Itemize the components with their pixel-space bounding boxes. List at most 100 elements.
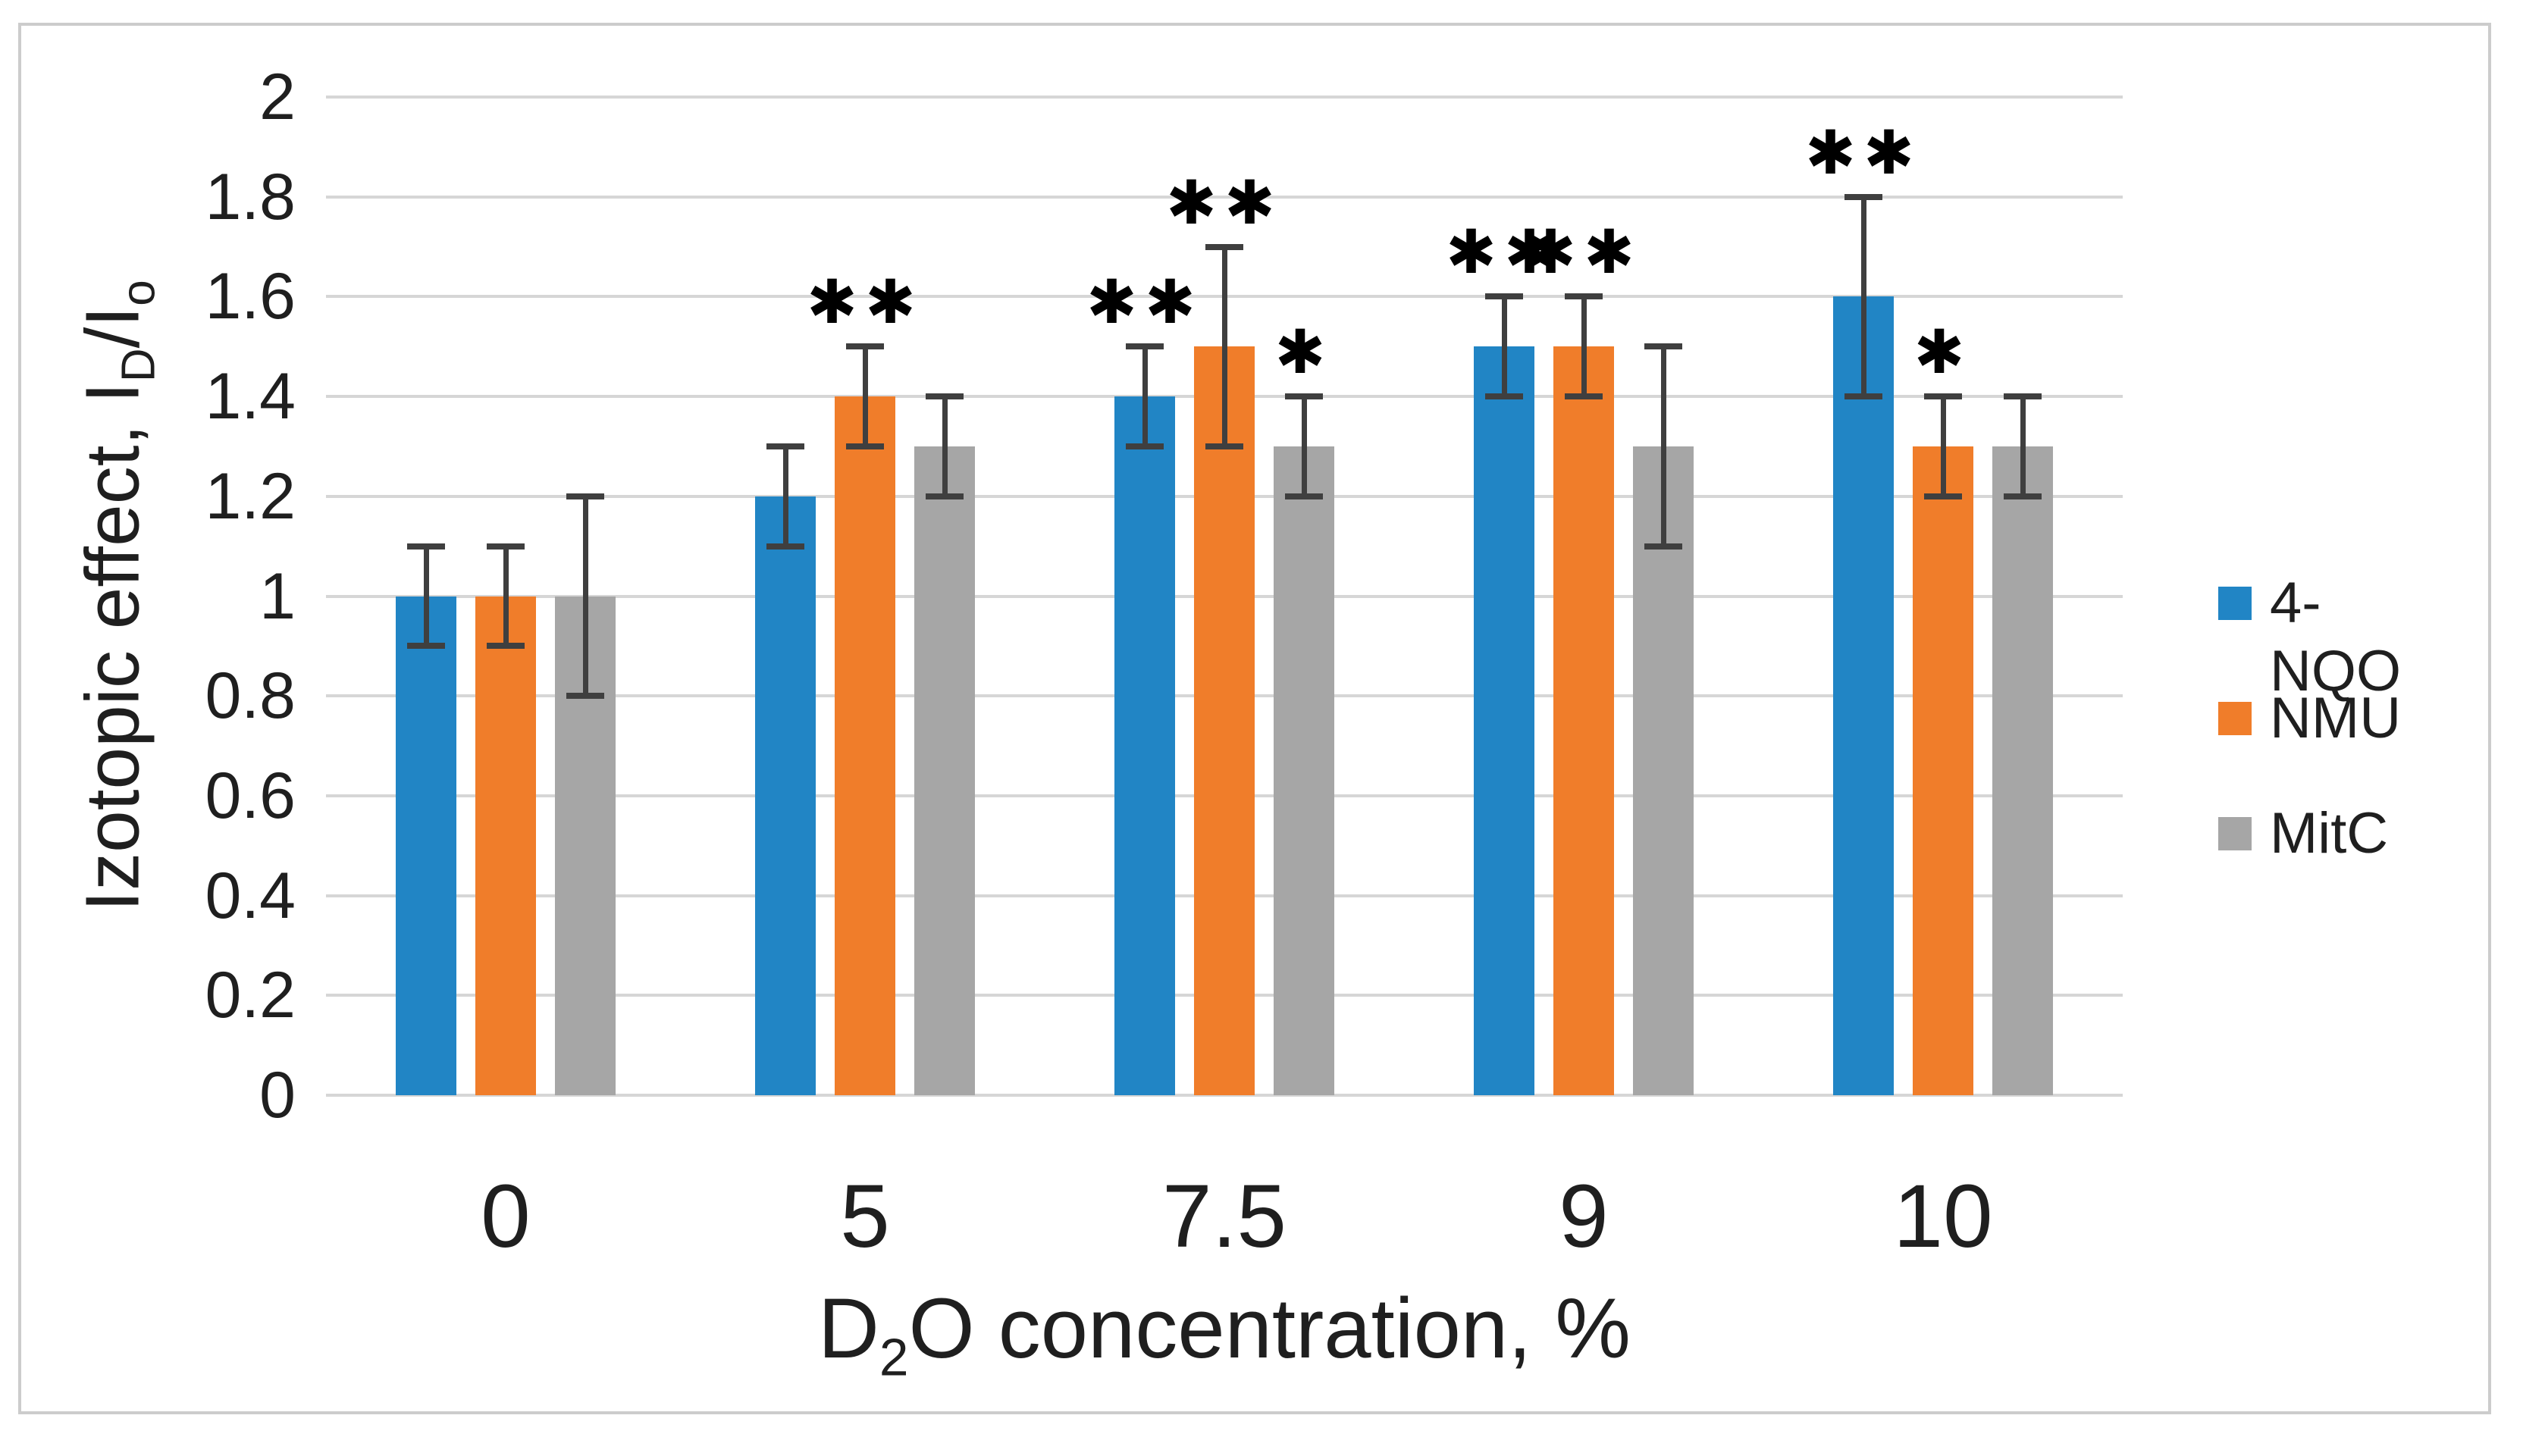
legend-swatch	[2218, 587, 2252, 620]
error-bar-cap	[566, 693, 604, 700]
bar	[1274, 446, 1334, 1095]
error-bar-cap	[407, 543, 445, 550]
y-tick-label: 1.6	[205, 260, 296, 333]
axis-title-subscript: o	[112, 280, 165, 306]
error-bar-cap	[407, 643, 445, 650]
bar	[914, 446, 975, 1095]
error-bar-cap	[1285, 493, 1323, 499]
x-axis-title: D2O concentration, %	[326, 1279, 2123, 1387]
bar	[1633, 446, 1694, 1095]
error-bar	[424, 546, 429, 647]
error-bar-cap	[1844, 193, 1882, 200]
error-bar-cap	[846, 443, 884, 449]
significance-marker: ✱✱	[1445, 218, 1563, 287]
y-tick-label: 0.4	[205, 859, 296, 932]
error-bar	[503, 546, 509, 647]
error-bar-cap	[926, 393, 964, 400]
bar	[396, 596, 456, 1095]
error-bar	[1661, 346, 1666, 546]
error-bar	[1581, 296, 1587, 397]
bar	[1114, 396, 1175, 1095]
y-tick-label: 0.6	[205, 759, 296, 832]
y-tick-label: 0.2	[205, 959, 296, 1032]
y-tick-label: 2	[259, 61, 296, 133]
legend-swatch	[2218, 817, 2252, 850]
axis-title-text: /I	[70, 305, 155, 349]
error-bar-cap	[1924, 493, 1962, 499]
significance-marker: ✱✱	[1086, 268, 1204, 337]
error-bar-cap	[1644, 543, 1682, 550]
error-bar-cap	[1924, 393, 1962, 400]
y-tick-label: 1.2	[205, 459, 296, 533]
bar	[475, 596, 536, 1095]
axis-title-subscript: 2	[879, 1327, 909, 1387]
error-bar	[1861, 196, 1866, 397]
error-bar	[942, 396, 948, 496]
y-tick-label: 1	[259, 559, 296, 633]
error-bar	[2020, 396, 2026, 496]
error-bar	[1222, 246, 1227, 446]
significance-marker: ✱	[1274, 318, 1334, 387]
significance-marker: ✱✱	[1165, 168, 1283, 236]
legend-swatch	[2218, 702, 2252, 735]
error-bar-cap	[1285, 393, 1323, 400]
error-bar-cap	[1205, 443, 1243, 449]
bar	[1833, 296, 1894, 1095]
error-bar-cap	[1485, 293, 1523, 300]
error-bar-cap	[1126, 443, 1164, 449]
error-bar-cap	[1485, 393, 1523, 400]
y-tick-label: 0.8	[205, 659, 296, 733]
x-tick-label: 0	[481, 1166, 531, 1267]
error-bar-cap	[1565, 293, 1603, 300]
x-tick-label: 5	[840, 1166, 890, 1267]
x-tick-label: 10	[1893, 1166, 1993, 1267]
legend-label: MitC	[2270, 801, 2389, 866]
bar	[1474, 346, 1534, 1095]
axis-title-text: Izotopic effect, I	[70, 382, 155, 912]
error-bar	[783, 446, 788, 546]
gridline	[326, 195, 2123, 199]
y-tick-label: 1.4	[205, 360, 296, 434]
bar	[1913, 446, 1973, 1095]
y-tick-label: 1.8	[205, 160, 296, 233]
error-bar	[1502, 296, 1507, 397]
error-bar-cap	[2004, 393, 2042, 400]
axis-title-subscript: D	[112, 348, 165, 383]
bar	[755, 496, 816, 1095]
error-bar	[583, 496, 588, 697]
error-bar-cap	[1126, 343, 1164, 350]
axis-title-text: D	[817, 1281, 879, 1376]
error-bar-cap	[766, 443, 804, 449]
error-bar-cap	[2004, 493, 2042, 499]
x-tick-label: 7.5	[1161, 1166, 1287, 1267]
error-bar-cap	[566, 493, 604, 499]
y-tick-label: 0	[259, 1059, 296, 1132]
error-bar-cap	[1844, 393, 1882, 400]
legend-label: NMU	[2270, 686, 2402, 750]
significance-marker: ✱✱	[1525, 218, 1643, 287]
gridline	[326, 96, 2123, 99]
significance-marker: ✱✱	[1804, 118, 1923, 186]
bar	[835, 396, 895, 1095]
significance-marker: ✱	[1913, 318, 1973, 387]
error-bar	[1302, 396, 1307, 496]
error-bar	[1142, 346, 1148, 446]
error-bar-cap	[1644, 343, 1682, 350]
error-bar-cap	[846, 343, 884, 350]
legend-label: 4-NQO	[2270, 571, 2402, 703]
y-axis-title: Izotopic effect, ID/Io	[70, 280, 166, 911]
axis-title-text: O concentration, %	[908, 1281, 1631, 1376]
error-bar-cap	[766, 543, 804, 550]
error-bar-cap	[1205, 243, 1243, 250]
bar	[1194, 346, 1255, 1095]
significance-marker: ✱✱	[806, 268, 924, 337]
bar	[1553, 346, 1614, 1095]
error-bar	[1941, 396, 1946, 496]
error-bar-cap	[1565, 393, 1603, 400]
error-bar-cap	[487, 643, 525, 650]
x-tick-label: 9	[1559, 1166, 1609, 1267]
error-bar	[863, 346, 868, 446]
bar	[1992, 446, 2053, 1095]
gridline	[326, 1094, 2123, 1097]
